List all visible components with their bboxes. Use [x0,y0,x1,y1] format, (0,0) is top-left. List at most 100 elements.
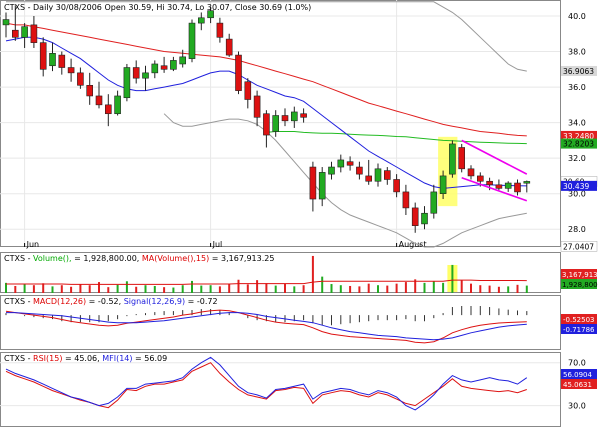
pane-frame-price [0,0,561,247]
macd-label: -0.71786 [563,326,595,334]
macd-legend-part: CTXS - [4,297,33,306]
volume-legend-part: CTXS - [4,254,33,263]
price-label: 30.439 [563,182,589,191]
candle-body [393,179,400,193]
price-tick-label: 36.0 [568,83,586,92]
price-label-box [560,241,598,252]
chart-header: CTXS - Daily 30/08/2006 Open 30.59, Hi 3… [4,3,311,12]
price-tick-label: 30.0 [568,190,586,199]
price-label: 27.0407 [563,242,594,251]
candle-body [365,175,373,182]
rsi-legend-part: = 56.09 [133,354,168,363]
price-label-box [561,130,597,141]
candle-body [142,72,149,79]
x-axis-label-jun: Jun [26,240,39,249]
volume-label: 1,928,800 [562,281,598,289]
pane-frame-vol [0,252,561,293]
candle-body [244,81,252,100]
rsi-tick-label: 30.0 [568,402,586,411]
price-label: 32.8203 [563,140,594,149]
candle-body [114,95,121,115]
volume-legend: CTXS - Volume(), = 1,928,800.00, MA(Volu… [4,254,274,263]
candle-body [374,168,382,182]
candle-body [421,212,428,225]
candle-body [39,42,47,70]
candle-body [12,29,19,38]
candle-body [188,22,196,59]
volume-legend-part: = 3,167,913.25 [209,254,274,263]
candle-body [449,143,456,175]
candle-body [216,22,224,38]
macd-legend-part: = -0.72 [185,297,218,306]
candle-body [77,72,84,86]
price-label: 33.2480 [563,132,594,141]
candle-body [253,95,261,118]
candle-body [430,191,438,214]
candle-body [67,67,75,74]
price-tick-label: 32.0 [568,154,586,163]
candle-body [235,54,242,91]
channel-line-upper [461,139,528,175]
rsi-legend-part: RSI(15) [33,354,62,363]
candle-body [495,184,503,189]
candle-body [402,191,410,209]
rsi-legend-part: MFI(14) [102,354,132,363]
rsi-label: 45.0631 [563,381,592,389]
macd-label-box [561,314,597,324]
candle-body [411,207,419,226]
candle-body [318,172,326,200]
header-symbol: CTXS [4,3,25,12]
candle-body [160,65,168,70]
volume-label-box [561,269,597,279]
macd-legend-part: = -0.52, [86,297,124,306]
candle-body [309,166,317,200]
candle-body [290,111,298,122]
candle-body [105,104,112,115]
rsi-label: 56.0904 [563,371,592,379]
candle-body [486,180,493,186]
rsi-tick-label: 70.0 [568,359,586,368]
mfi-line [5,356,528,411]
candle-body [300,113,307,118]
candle-body [356,166,363,175]
volume-label-box [561,279,597,289]
x-axis-label-august: August [399,240,427,249]
candle-body [21,26,28,38]
header-ohlc: - Daily 30/08/2006 Open 30.59, Hi 30.74,… [25,3,311,12]
candle-body [30,24,38,43]
candle-body [132,67,140,79]
volume-legend-part: MA(Volume(),15) [142,254,209,263]
candle-body [504,182,512,189]
candle-body [328,166,335,175]
candle-body [467,168,475,177]
rsi-label-box [561,369,597,379]
price-tick-label: 40.0 [568,12,586,21]
candle-body [86,84,93,97]
channel-line-lower [461,176,528,202]
series-line-bb-upper [6,1,527,72]
series-line-ma200 [266,131,527,145]
candle-body [272,115,280,132]
candle-body [383,170,391,180]
volume-legend-part: = 1,928,800.00, [72,254,142,263]
candle-body [179,56,186,65]
candle-body [2,19,10,26]
pane-frame-rsi [0,352,561,427]
candle-body [458,147,466,170]
price-label-box [561,65,597,76]
volume-label: 3,167,913 [562,271,598,279]
series-line-ma50 [5,22,527,137]
candle-body [207,10,214,19]
macd-label: -0.52503 [563,316,594,324]
candle-body [49,53,56,67]
rsi-legend-part: CTXS - [4,354,33,363]
rsi-legend-part: = 45.06, [62,354,102,363]
candle-body [337,159,345,168]
candle-body [263,113,270,136]
candle-body [476,175,484,182]
price-tick-label: 38.0 [568,48,586,57]
candle-body [281,115,289,122]
price-tick-label: 28.0 [568,225,586,234]
